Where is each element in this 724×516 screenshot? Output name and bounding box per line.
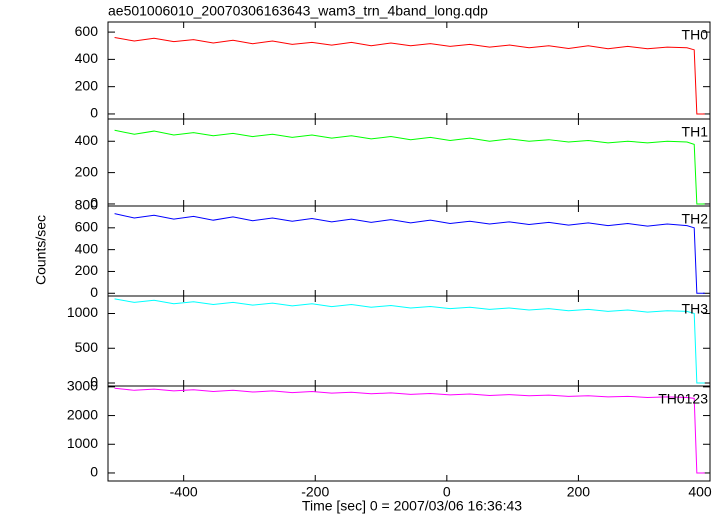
x-tick-label: -400 [170, 484, 198, 500]
y-tick-label: 2000 [67, 406, 98, 422]
y-tick-label: 0 [90, 195, 98, 211]
y-tick-label: 0 [90, 374, 98, 390]
data-line [114, 387, 705, 474]
y-tick-label: 400 [75, 240, 99, 256]
panel-frame [107, 205, 711, 297]
y-tick-label: 200 [75, 163, 99, 179]
series-label: TH1 [682, 124, 709, 140]
y-tick-label: 3000 [67, 378, 98, 394]
x-tick-label: 0 [443, 484, 451, 500]
data-line [114, 213, 705, 294]
y-tick-label: 500 [75, 339, 99, 355]
data-line [114, 298, 705, 384]
chart-title: ae501006010_20070306163643_wam3_trn_4ban… [108, 3, 488, 19]
panel-frame [107, 295, 711, 387]
y-tick-label: 0 [90, 105, 98, 121]
y-tick-label: 400 [75, 50, 99, 66]
x-tick-label: 400 [688, 484, 712, 500]
series-label: TH0 [682, 27, 709, 43]
data-line [114, 37, 705, 115]
x-tick-label: 200 [567, 484, 591, 500]
x-axis-label: Time [sec] 0 = 2007/03/06 16:36:43 [302, 498, 522, 514]
y-tick-label: 400 [75, 132, 99, 148]
series-label: TH3 [682, 301, 709, 317]
panel-frame [107, 118, 711, 207]
data-line [114, 129, 705, 205]
y-tick-label: 200 [75, 77, 99, 93]
y-axis-label: Counts/sec [33, 215, 49, 285]
y-tick-label: 800 [75, 197, 99, 213]
y-tick-label: 1000 [67, 435, 98, 451]
y-tick-label: 0 [90, 284, 98, 300]
panel-frame [107, 21, 711, 120]
y-tick-label: 1000 [67, 304, 98, 320]
y-tick-label: 200 [75, 262, 99, 278]
y-tick-label: 600 [75, 23, 99, 39]
y-tick-label: 0 [90, 464, 98, 480]
series-label: TH2 [682, 211, 709, 227]
series-label: TH0123 [658, 391, 708, 407]
panel-frame [107, 385, 711, 482]
x-tick-label: -200 [301, 484, 329, 500]
y-tick-label: 600 [75, 219, 99, 235]
